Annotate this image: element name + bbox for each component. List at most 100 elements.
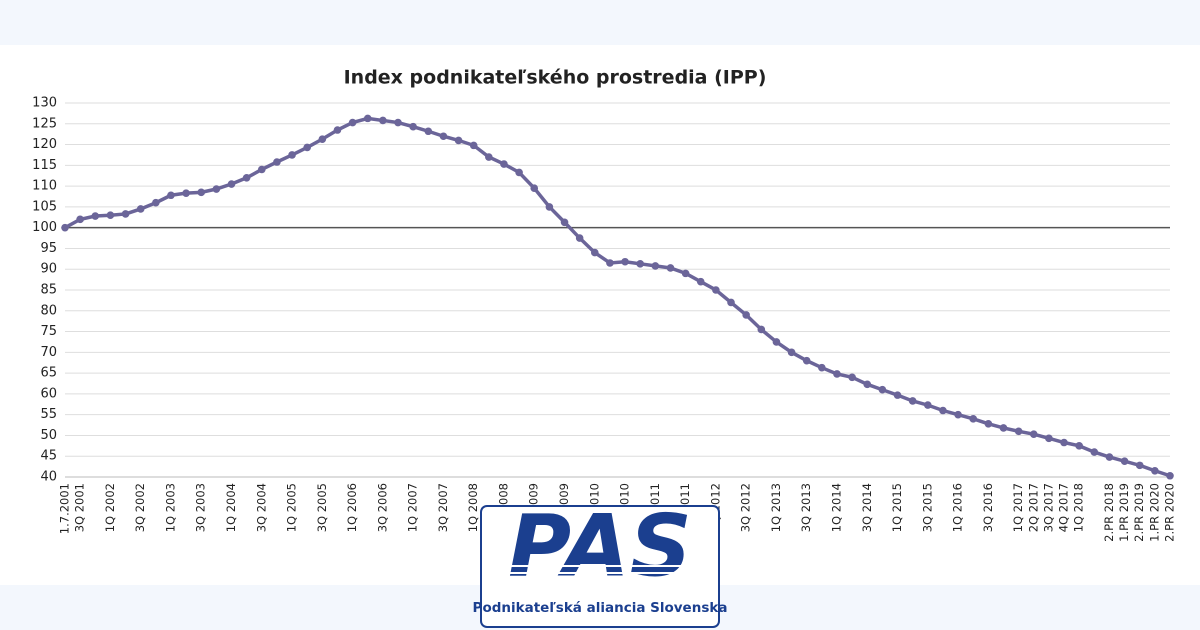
point bbox=[954, 410, 962, 419]
point bbox=[1120, 457, 1129, 466]
point bbox=[1045, 434, 1053, 443]
x-tick-label: 2Q 2017 bbox=[1026, 483, 1040, 532]
point bbox=[651, 262, 660, 270]
x-tick-label: 2.PR 2020 bbox=[1163, 483, 1177, 542]
y-tick-label: 80 bbox=[40, 303, 57, 318]
point bbox=[818, 363, 826, 372]
x-tick-label: 3Q 2006 bbox=[375, 483, 389, 532]
y-tick-label: 130 bbox=[32, 96, 57, 111]
y-tick-label: 95 bbox=[40, 241, 57, 256]
point bbox=[893, 391, 902, 399]
x-tick-label: 1Q 2016 bbox=[951, 483, 965, 532]
point bbox=[1151, 466, 1159, 475]
point bbox=[696, 277, 705, 286]
point bbox=[485, 153, 493, 161]
chart-background bbox=[0, 45, 1200, 585]
y-tick-label: 60 bbox=[40, 386, 57, 401]
x-tick-label: 1Q 2003 bbox=[163, 483, 177, 532]
point bbox=[1105, 453, 1114, 461]
x-tick-label: 3Q 2002 bbox=[133, 483, 147, 532]
y-tick-label: 55 bbox=[40, 407, 57, 422]
x-tick-label: 3Q 2007 bbox=[436, 483, 450, 532]
x-tick-label: 1Q 2008 bbox=[466, 483, 480, 532]
point bbox=[787, 348, 796, 357]
point bbox=[772, 338, 781, 346]
point bbox=[363, 114, 372, 123]
y-tick-label: 120 bbox=[32, 137, 57, 152]
point bbox=[590, 248, 599, 257]
point bbox=[863, 380, 872, 389]
x-tick-label: 3Q 2012 bbox=[739, 483, 753, 532]
point bbox=[1014, 427, 1023, 436]
x-tick-label: 3Q 2017 bbox=[1041, 483, 1055, 532]
plot: 40 45 50 55 60 65 70 75 80 85 90 95 100 105 110 115 120 1… bbox=[32, 96, 1176, 542]
point bbox=[606, 259, 614, 267]
x-tick-label: 1Q 2002 bbox=[103, 483, 117, 532]
logo-stripes bbox=[495, 565, 705, 581]
point bbox=[318, 135, 327, 143]
x-tick-label: 1Q 2007 bbox=[406, 483, 420, 532]
logo: PAS Podnikateľská aliancia Slovenska bbox=[473, 496, 728, 628]
y-tick-label: 65 bbox=[40, 366, 57, 381]
point bbox=[394, 118, 402, 127]
x-tick-label: 1Q 2013 bbox=[769, 483, 783, 532]
point bbox=[121, 210, 130, 218]
point bbox=[106, 211, 115, 219]
point bbox=[545, 203, 554, 211]
x-tick-label: 1Q 2017 bbox=[1011, 483, 1025, 532]
point bbox=[136, 205, 145, 213]
point bbox=[742, 311, 750, 319]
y-tick-label: 40 bbox=[40, 470, 57, 485]
point bbox=[76, 215, 84, 224]
y-tick-label: 50 bbox=[40, 428, 57, 443]
point bbox=[273, 158, 281, 166]
point bbox=[439, 132, 448, 141]
point bbox=[227, 180, 236, 188]
x-tick-label: 1.PR 2019 bbox=[1117, 483, 1131, 542]
point bbox=[333, 126, 342, 134]
x-tick-label: 3Q 2001 bbox=[73, 483, 87, 532]
point bbox=[878, 385, 887, 394]
point bbox=[1075, 442, 1083, 450]
point bbox=[757, 325, 766, 334]
x-tick-label: 3Q 2014 bbox=[860, 483, 874, 532]
point bbox=[999, 424, 1008, 432]
x-tick-label: 1.PR 2020 bbox=[1147, 483, 1161, 542]
x-tick-label: 3Q 2004 bbox=[254, 483, 268, 532]
x-tick-label: 3Q 2005 bbox=[315, 483, 329, 532]
point bbox=[666, 264, 675, 272]
y-tick-label: 90 bbox=[40, 262, 57, 277]
point bbox=[303, 143, 311, 152]
point bbox=[348, 118, 357, 127]
point bbox=[1166, 471, 1174, 480]
x-tick-label: 1Q 2018 bbox=[1072, 483, 1086, 532]
point bbox=[833, 370, 841, 378]
point bbox=[469, 141, 478, 150]
x-tick-label: 1Q 2005 bbox=[285, 483, 299, 532]
x-tick-label: 3Q 2016 bbox=[981, 483, 995, 532]
point bbox=[197, 188, 206, 197]
x-tick-label: 1.7.2001 bbox=[58, 483, 72, 534]
point bbox=[152, 198, 160, 207]
y-tick-label: 70 bbox=[40, 345, 57, 360]
point bbox=[515, 168, 523, 177]
point bbox=[984, 420, 993, 428]
point bbox=[712, 286, 720, 294]
point bbox=[454, 136, 463, 145]
y-tick-label: 45 bbox=[40, 449, 57, 464]
point bbox=[61, 223, 69, 232]
y-tick-label: 115 bbox=[32, 158, 57, 173]
point bbox=[924, 401, 932, 409]
point bbox=[802, 356, 811, 365]
x-tick-label: 1Q 2004 bbox=[224, 483, 238, 532]
point bbox=[167, 191, 175, 200]
point bbox=[681, 269, 690, 278]
logo-caption: Podnikateľská aliancia Slovenska bbox=[473, 600, 728, 616]
point bbox=[1135, 461, 1144, 470]
point bbox=[969, 415, 978, 423]
y-tick-label: 110 bbox=[32, 179, 57, 194]
x-tick-label: 1Q 2015 bbox=[890, 483, 904, 532]
y-tick-label: 105 bbox=[32, 199, 57, 214]
point bbox=[257, 165, 266, 174]
point bbox=[1060, 438, 1068, 447]
